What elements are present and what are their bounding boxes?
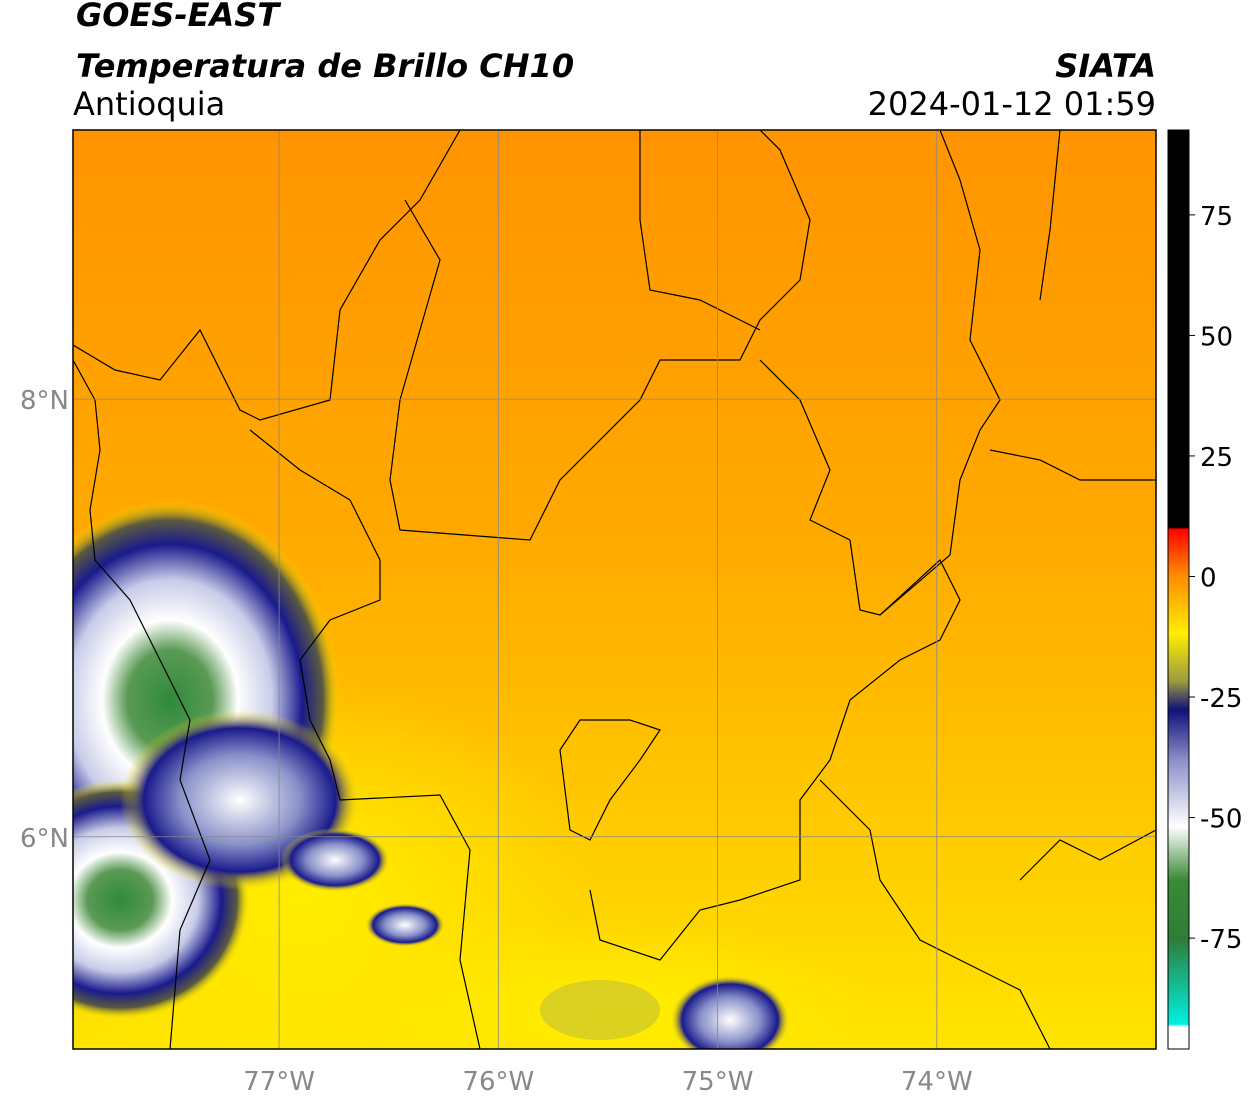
graticule bbox=[73, 130, 1156, 1049]
lat-tick-label: 8°N bbox=[20, 386, 69, 416]
region: Antioquia bbox=[73, 85, 225, 123]
colorbar bbox=[1167, 129, 1190, 1050]
colorbar-tick-label: -75 bbox=[1200, 925, 1242, 955]
lon-tick-label: 74°W bbox=[901, 1067, 973, 1097]
colorbar-tick-label: 50 bbox=[1200, 322, 1233, 352]
colorbar-tick-label: -25 bbox=[1200, 684, 1242, 714]
lon-tick-label: 76°W bbox=[462, 1067, 534, 1097]
datetime: 2024-01-12 01:59 bbox=[868, 85, 1156, 123]
satellite: GOES-EAST bbox=[76, 0, 281, 34]
colorbar-tick-label: 25 bbox=[1200, 443, 1233, 473]
colorbar-tick-label: 0 bbox=[1200, 563, 1217, 593]
colorbar-tick-label: 75 bbox=[1200, 202, 1233, 232]
satellite-image bbox=[73, 130, 1156, 1049]
lat-tick-label: 6°N bbox=[20, 824, 69, 854]
colorbar-tick-label: -50 bbox=[1200, 805, 1242, 835]
product: Temperatura de Brillo CH10 bbox=[76, 47, 574, 85]
source: SIATA bbox=[1055, 47, 1156, 85]
map-frame bbox=[72, 129, 1157, 1050]
lon-tick-label: 75°W bbox=[682, 1067, 754, 1097]
lon-tick-label: 77°W bbox=[243, 1067, 315, 1097]
